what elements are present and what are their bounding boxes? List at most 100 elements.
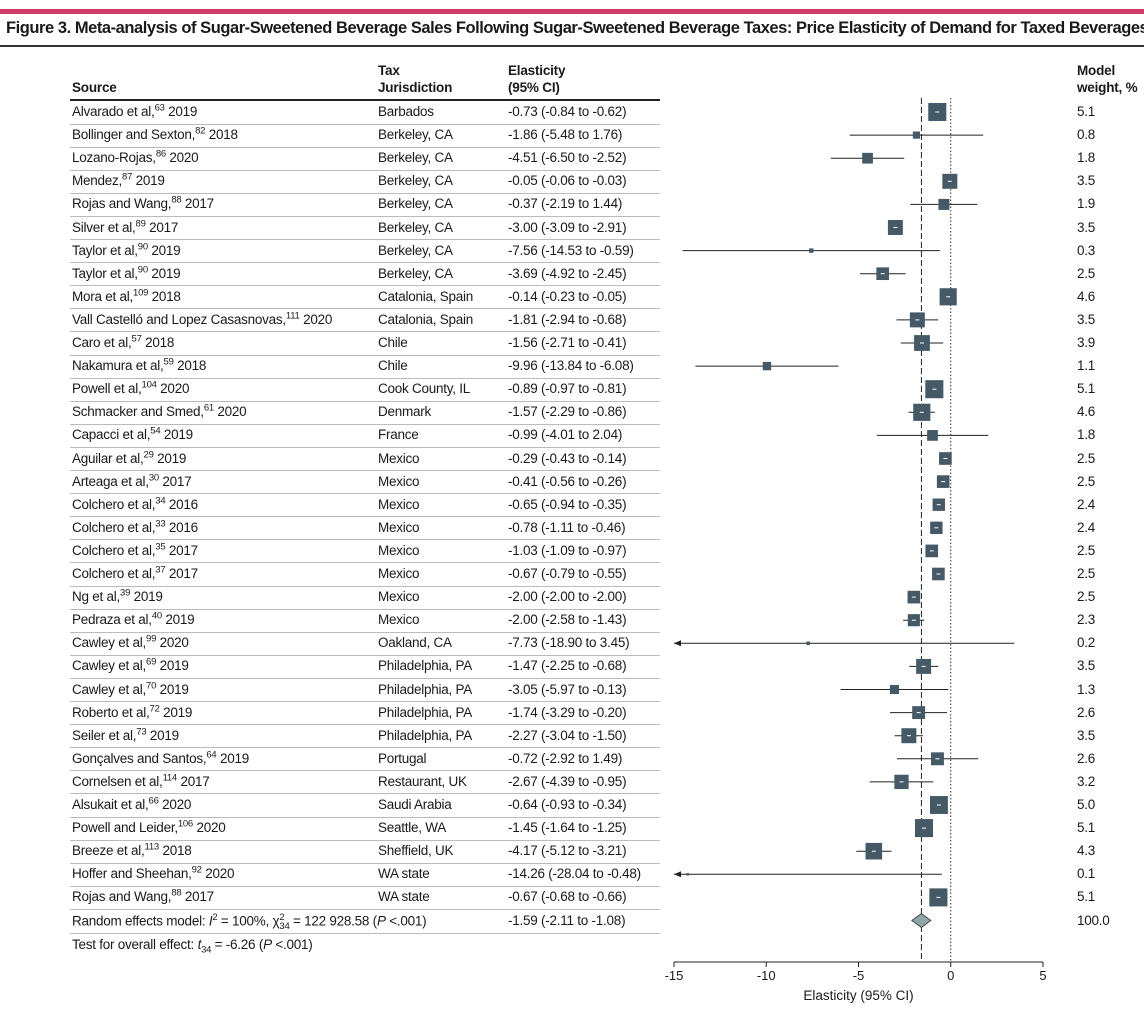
study-ref: 72: [149, 703, 160, 715]
study-author: Rojas and Wang,: [72, 889, 172, 905]
row-divider: [70, 701, 660, 702]
header-elasticity: Elasticity (95% CI): [508, 62, 565, 96]
study-weight: 3.5: [1077, 311, 1096, 327]
row-divider: [70, 885, 660, 887]
study-source: Arteaga et al,30 2017: [72, 473, 192, 490]
study-ref: 54: [150, 425, 161, 437]
study-source: Powell and Leider,106 2020: [72, 818, 226, 836]
study-jurisdiction: Mexico: [378, 589, 420, 605]
study-year: 2017: [149, 219, 179, 235]
accent-bar: [0, 9, 1144, 14]
study-year: 2018: [162, 843, 192, 859]
study-year: 2017: [184, 196, 214, 212]
study-jurisdiction: Saudi Arabia: [378, 797, 452, 812]
study-weight: 0.3: [1077, 242, 1096, 258]
study-ci: -0.37 (-2.19 to 1.44): [508, 196, 623, 212]
study-year: 2019: [157, 450, 187, 466]
study-ref: 104: [141, 379, 157, 391]
header-weight-line2: weight, %: [1077, 80, 1138, 95]
row-divider: [70, 539, 660, 541]
pooled-divider: [70, 933, 660, 934]
study-source: Alsukait et al,66 2020: [72, 796, 191, 813]
study-jurisdiction: Philadelphia, PA: [378, 727, 473, 743]
study-ref: 106: [177, 818, 193, 830]
study-ci: -2.27 (-3.04 to -1.50): [508, 727, 627, 743]
study-year: 2019: [168, 104, 198, 119]
study-ci: -2.00 (-2.00 to -2.00): [508, 589, 627, 605]
study-ref: 73: [136, 726, 147, 738]
row-divider: [70, 747, 660, 749]
study-ci: -0.99 (-4.01 to 2.04): [508, 427, 623, 443]
study-source: Colchero et al,37 2017: [72, 565, 198, 582]
study-author: Colchero et al,: [72, 496, 156, 512]
study-ci: -0.65 (-0.94 to -0.35): [508, 496, 627, 512]
study-ref: 59: [163, 356, 174, 368]
study-author: Alvarado et al,: [72, 104, 155, 119]
study-year: 2017: [180, 773, 210, 789]
study-ref: 61: [203, 402, 214, 414]
study-weight: 1.8: [1077, 427, 1096, 443]
study-author: Taylor et al,: [72, 265, 138, 281]
chi-sup: 2: [279, 912, 285, 923]
study-ref: 89: [135, 218, 146, 229]
study-weight: 4.6: [1077, 288, 1096, 304]
study-weight: 2.3: [1077, 612, 1096, 628]
row-divider: [70, 331, 660, 333]
study-jurisdiction: Restaurant, UK: [378, 773, 467, 789]
study-ref: 63: [154, 102, 165, 114]
study-ref: 69: [146, 656, 157, 668]
study-weight: 3.5: [1077, 658, 1096, 674]
study-author: Mendez,: [72, 173, 123, 189]
study-square: [912, 131, 921, 139]
study-jurisdiction: Mexico: [378, 566, 420, 581]
row-divider: [70, 239, 660, 240]
study-ref: 88: [171, 887, 182, 899]
study-ci: -4.51 (-6.50 to -2.52): [508, 150, 627, 166]
study-ref: 57: [131, 333, 142, 345]
study-ci: -1.45 (-1.64 to -1.25): [508, 820, 627, 836]
study-source: Taylor et al,90 2019: [72, 264, 181, 282]
study-jurisdiction: Mexico: [378, 450, 420, 466]
study-ref: 64: [206, 749, 217, 761]
study-author: Powell and Leider,: [72, 820, 178, 836]
study-source: Alvarado et al,63 2019: [72, 102, 198, 120]
study-source: Cawley et al,70 2019: [72, 681, 189, 698]
header-elasticity-line2: (95% CI): [508, 80, 560, 95]
study-weight: 1.1: [1077, 358, 1096, 374]
study-weight: 5.0: [1077, 797, 1096, 812]
x-tick-label: 5: [1039, 968, 1046, 983]
study-source: Capacci et al,54 2019: [72, 427, 193, 443]
study-jurisdiction: Chile: [378, 358, 408, 374]
study-jurisdiction: Mexico: [378, 612, 420, 628]
study-weight: 3.5: [1077, 219, 1096, 235]
x-axis-label: Elasticity (95% CI): [803, 988, 913, 1003]
study-jurisdiction: Seattle, WA: [378, 820, 447, 836]
study-ci: -1.86 (-5.48 to 1.76): [508, 127, 623, 143]
study-ref: 29: [143, 449, 154, 460]
study-ci: -0.14 (-0.23 to -0.05): [508, 288, 627, 304]
row-divider: [70, 285, 660, 287]
study-jurisdiction: Chile: [378, 335, 408, 350]
study-ref: 90: [137, 264, 148, 276]
study-weight: 5.1: [1077, 820, 1096, 836]
row-divider: [70, 470, 660, 471]
study-year: 2019: [133, 589, 163, 605]
row-divider: [70, 562, 660, 564]
study-author: Alsukait et al,: [72, 797, 149, 812]
study-weight: 2.5: [1077, 450, 1096, 466]
study-ci: -7.73 (-18.90 to 3.45): [508, 635, 630, 651]
study-jurisdiction: Berkeley, CA: [378, 265, 453, 281]
study-author: Roberto et al,: [72, 704, 150, 720]
study-jurisdiction: Denmark: [378, 404, 432, 420]
study-weight: 1.9: [1077, 196, 1096, 212]
study-ref: 88: [171, 194, 182, 206]
row-divider: [70, 839, 660, 841]
study-author: Nakamura et al,: [72, 358, 164, 374]
study-ref: 87: [122, 171, 133, 183]
title-divider: [0, 45, 1144, 47]
study-ref: 34: [155, 495, 166, 507]
study-ci: -0.64 (-0.93 to -0.34): [508, 797, 627, 812]
header-weight: Model weight, %: [1077, 62, 1138, 96]
study-jurisdiction: Philadelphia, PA: [378, 681, 473, 697]
